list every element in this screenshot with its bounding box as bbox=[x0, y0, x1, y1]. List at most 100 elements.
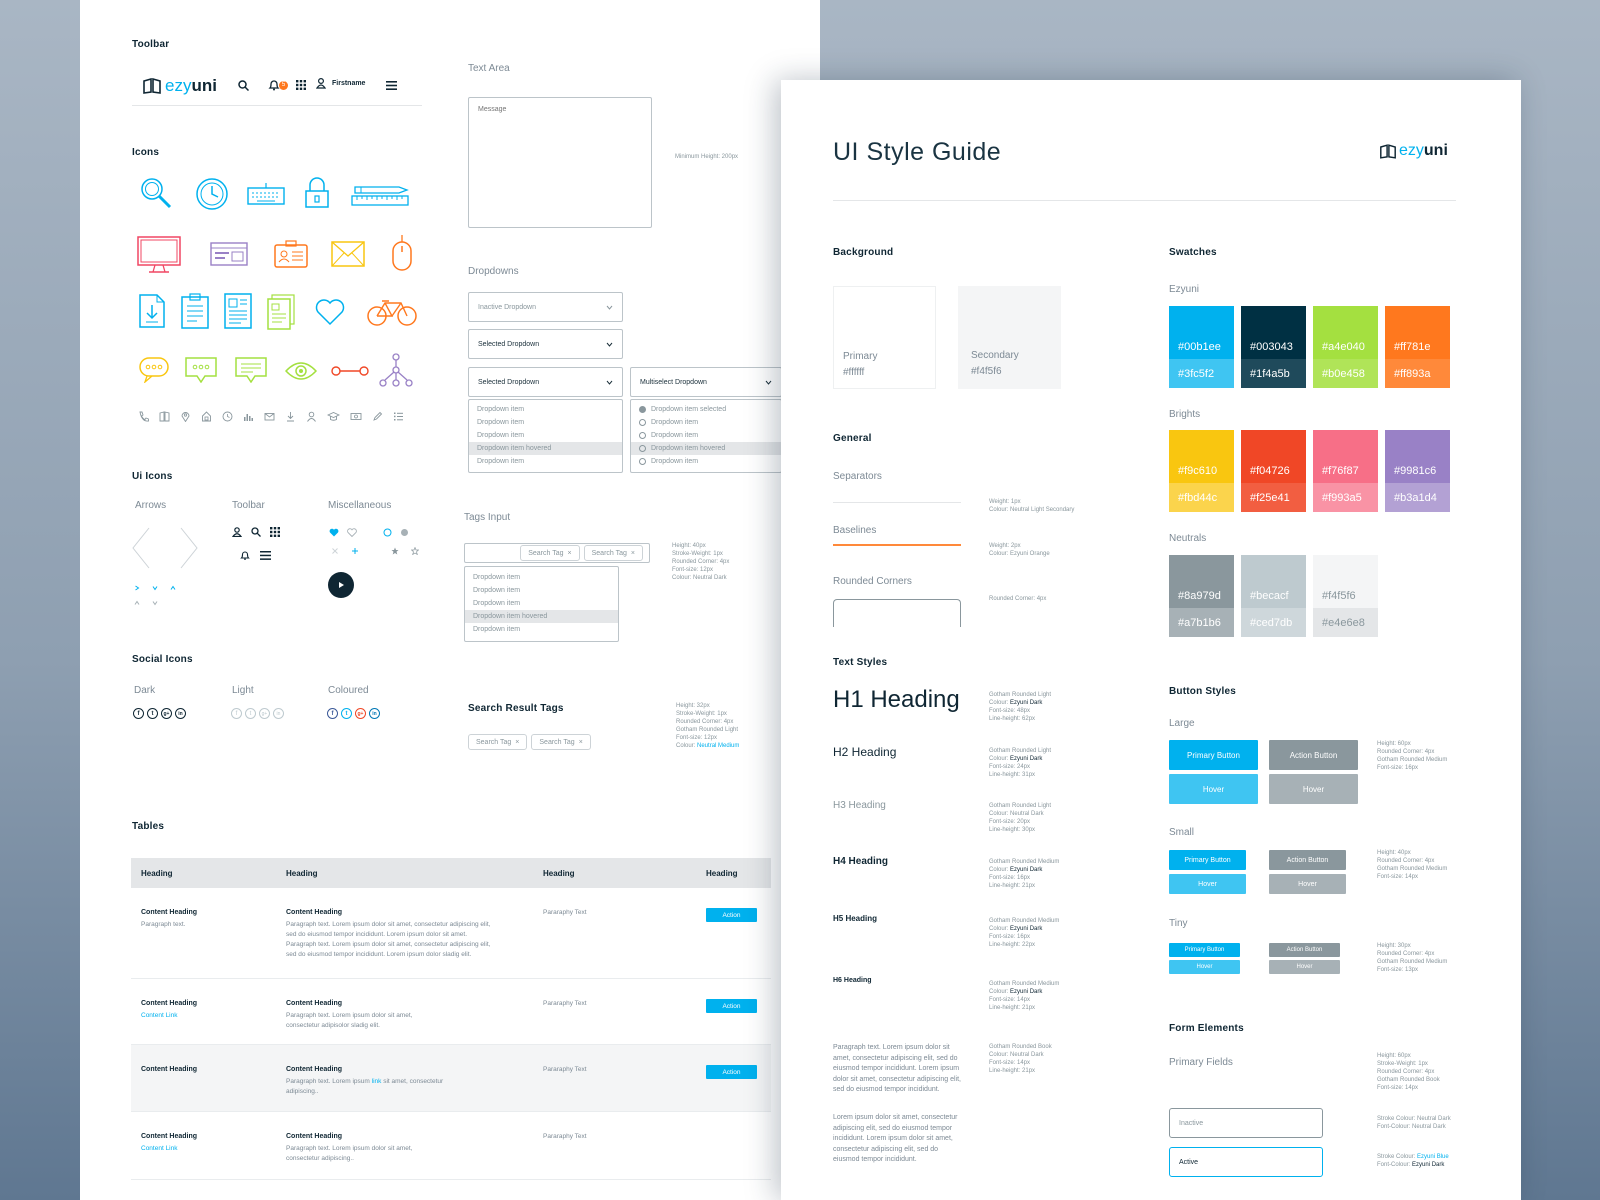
large-buttons-label: Large bbox=[1169, 718, 1195, 729]
multiselect-item[interactable]: Dropdown item bbox=[631, 416, 781, 429]
dropdown-item[interactable]: Dropdown item bbox=[477, 419, 525, 426]
linkedin-icon[interactable]: in bbox=[369, 708, 380, 719]
chevron-down-icon bbox=[606, 342, 613, 347]
content-heading: Content Heading bbox=[141, 1133, 197, 1140]
small-buttons-label: Small bbox=[1169, 827, 1195, 838]
multiselect-item[interactable]: Dropdown item bbox=[631, 455, 781, 468]
clipboard-icon bbox=[180, 292, 210, 330]
dropdown-item[interactable]: Dropdown item bbox=[473, 587, 521, 594]
play-button[interactable] bbox=[328, 572, 354, 598]
swatch-secondary-hex: #ced7db bbox=[1241, 608, 1306, 637]
notifications-icon[interactable]: 5 bbox=[266, 77, 290, 93]
dropdown-item[interactable]: Dropdown item bbox=[477, 432, 525, 439]
search-tag[interactable]: Search Tag × bbox=[531, 734, 591, 750]
primary-button-small-hover[interactable]: Hover bbox=[1169, 874, 1246, 894]
twitter-icon[interactable]: t bbox=[147, 708, 158, 719]
multiselect-item-hovered[interactable]: Dropdown item hovered bbox=[631, 442, 781, 455]
eye-icon bbox=[284, 360, 318, 382]
primary-button-large-hover[interactable]: Hover bbox=[1169, 774, 1258, 804]
google-plus-icon[interactable]: g+ bbox=[355, 708, 366, 719]
inline-link[interactable]: link bbox=[371, 1078, 382, 1085]
selected-dropdown[interactable]: Selected Dropdown bbox=[468, 329, 623, 359]
twitter-icon[interactable]: t bbox=[341, 708, 352, 719]
facebook-icon[interactable]: f bbox=[231, 708, 242, 719]
note-value: Ezyuni Dark bbox=[1412, 1162, 1445, 1168]
primary-button-small[interactable]: Primary Button bbox=[1169, 850, 1246, 870]
dropdown-item-hovered[interactable]: Dropdown item hovered bbox=[469, 442, 622, 455]
google-plus-icon[interactable]: g+ bbox=[161, 708, 172, 719]
dropdown-item[interactable]: Dropdown item bbox=[473, 600, 521, 607]
icons-section-label: Icons bbox=[132, 147, 160, 158]
action-button-large[interactable]: Action Button bbox=[1269, 740, 1358, 770]
search-tag[interactable]: Search Tag × bbox=[468, 734, 528, 750]
dropdown-item[interactable]: Dropdown item bbox=[477, 406, 525, 413]
dropdown-item[interactable]: Dropdown item bbox=[477, 458, 525, 465]
active-field[interactable]: Active bbox=[1169, 1147, 1323, 1177]
primary-button-large[interactable]: Primary Button bbox=[1169, 740, 1258, 770]
chevron-down-grey-icon bbox=[152, 601, 158, 606]
action-button-small[interactable]: Action Button bbox=[1269, 850, 1346, 870]
h5-note: Gotham Rounded Medium Colour: Ezyuni Dark… bbox=[989, 917, 1059, 949]
action-button[interactable]: Action bbox=[706, 999, 757, 1013]
content-link[interactable]: Content Link bbox=[141, 1012, 178, 1019]
search-icon[interactable] bbox=[236, 78, 250, 92]
facebook-icon[interactable]: f bbox=[133, 708, 144, 719]
selected-dropdown-open[interactable]: Selected Dropdown bbox=[468, 367, 623, 397]
tag-close-icon[interactable]: × bbox=[630, 549, 635, 557]
multiselect-item[interactable]: Dropdown item bbox=[631, 429, 781, 442]
note-key: Colour: bbox=[989, 867, 1009, 873]
tags-input[interactable]: Search Tag × Search Tag × bbox=[464, 543, 650, 563]
content-link[interactable]: Content Link bbox=[141, 1145, 178, 1152]
paragraph: Paragraph text. Lorem ipsum dolor sit am… bbox=[286, 1145, 413, 1162]
chevron-down-icon bbox=[606, 380, 613, 385]
note-line: Font-size: 14px bbox=[1377, 1085, 1419, 1091]
inactive-dropdown[interactable]: Inactive Dropdown bbox=[468, 292, 623, 322]
action-button-small-hover[interactable]: Hover bbox=[1269, 874, 1346, 894]
search-tag[interactable]: Search Tag × bbox=[520, 545, 580, 561]
table-row: Content Heading Content Link Content Head… bbox=[131, 1112, 771, 1180]
linkedin-icon[interactable]: in bbox=[273, 708, 284, 719]
message-textarea[interactable] bbox=[468, 97, 652, 228]
note-line: Stroke-Weight: 1px bbox=[676, 711, 727, 717]
search-tag[interactable]: Search Tag × bbox=[583, 545, 643, 561]
inactive-field[interactable]: Inactive bbox=[1169, 1108, 1323, 1138]
multiselect-dropdown[interactable]: Multiselect Dropdown bbox=[630, 367, 782, 397]
primary-button-tiny-hover[interactable]: Hover bbox=[1169, 960, 1240, 974]
swatch-primary-hex: #f4f5f6 bbox=[1313, 555, 1378, 608]
action-button-large-hover[interactable]: Hover bbox=[1269, 774, 1358, 804]
user-icon bbox=[232, 527, 242, 537]
primary-button-tiny[interactable]: Primary Button bbox=[1169, 943, 1240, 957]
message-icon bbox=[234, 356, 268, 384]
multiselect-item-selected[interactable]: Dropdown item selected bbox=[631, 403, 781, 416]
linkedin-icon[interactable]: in bbox=[175, 708, 186, 719]
twitter-icon[interactable]: t bbox=[245, 708, 256, 719]
user-menu[interactable]: Firstname bbox=[316, 78, 365, 89]
close-icon bbox=[332, 548, 338, 554]
dropdown-item[interactable]: Dropdown item bbox=[473, 626, 521, 633]
note-line: Font-size: 12px bbox=[672, 567, 714, 573]
action-button[interactable]: Action bbox=[706, 1065, 757, 1079]
facebook-icon[interactable]: f bbox=[327, 708, 338, 719]
logo[interactable]: ezy uni bbox=[142, 76, 217, 96]
tag-close-icon[interactable]: × bbox=[567, 549, 572, 557]
separators-note: Weight: 1px Colour: Neutral Light Seconda… bbox=[989, 498, 1074, 514]
dropdown-item-hovered[interactable]: Dropdown item hovered bbox=[465, 610, 618, 623]
ui-group-toolbar: Toolbar bbox=[232, 500, 265, 511]
dropdown-item[interactable]: Dropdown item bbox=[473, 574, 521, 581]
hamburger-menu-icon[interactable] bbox=[384, 78, 398, 92]
action-button-tiny-hover[interactable]: Hover bbox=[1269, 960, 1340, 974]
google-plus-icon[interactable]: g+ bbox=[259, 708, 270, 719]
list-icon bbox=[394, 412, 403, 421]
tag-close-icon[interactable]: × bbox=[578, 738, 583, 746]
swatches-section-label: Swatches bbox=[1169, 247, 1217, 258]
pen-icon bbox=[373, 411, 383, 421]
misc-icons-row2 bbox=[331, 547, 419, 555]
action-button-tiny[interactable]: Action Button bbox=[1269, 943, 1340, 957]
button-styles-section-label: Button Styles bbox=[1169, 686, 1237, 697]
tag-close-icon[interactable]: × bbox=[515, 738, 520, 746]
note-line: Line-height: 31px bbox=[989, 772, 1036, 778]
table-cell: Content Heading Paragraph text. Lorem ips… bbox=[286, 908, 498, 960]
apps-grid-icon[interactable] bbox=[294, 78, 308, 92]
action-button[interactable]: Action bbox=[706, 908, 757, 922]
table-cell: Pararaphy Text bbox=[543, 909, 587, 916]
